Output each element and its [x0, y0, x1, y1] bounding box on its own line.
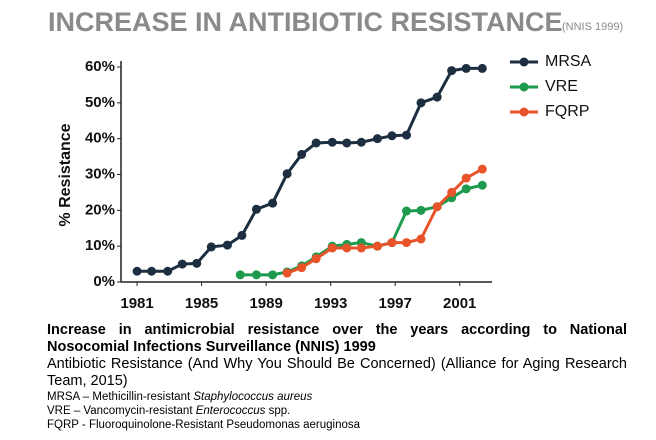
legend-label: MRSA: [545, 53, 592, 70]
chart: INCREASE IN ANTIBIOTIC RESISTANCE (NNIS …: [48, 7, 623, 312]
data-point: [297, 263, 307, 273]
data-point: [401, 130, 411, 140]
data-point: [251, 204, 261, 214]
data-point: [477, 164, 487, 174]
data-point: [432, 202, 442, 212]
data-point: [416, 205, 426, 215]
data-point: [416, 234, 426, 244]
chart-subtitle: (NNIS 1999): [562, 21, 623, 33]
data-point: [327, 243, 337, 253]
data-point: [342, 243, 352, 253]
data-point: [461, 184, 471, 194]
data-point: [372, 241, 382, 251]
x-tick-label: 1989: [249, 295, 282, 312]
series-line: [137, 66, 483, 273]
note-italic: Staphylococcus aureus: [193, 391, 313, 403]
y-tick-label: 30%: [85, 165, 115, 182]
chart-title: INCREASE IN ANTIBIOTIC RESISTANCE: [48, 7, 563, 37]
note-text: VRE – Vancomycin-resistant: [47, 405, 196, 417]
note-italic: Enterococcus: [195, 405, 266, 417]
data-point: [235, 270, 245, 280]
y-tick-label: 40%: [85, 130, 115, 147]
data-point: [251, 270, 261, 280]
x-tick-label: 1993: [314, 295, 347, 312]
data-point: [327, 137, 337, 147]
y-tick-label: 10%: [85, 237, 115, 254]
x-tick-label: 1981: [120, 295, 153, 312]
data-point: [401, 238, 411, 248]
data-point: [447, 66, 457, 76]
legend-marker: [519, 107, 529, 117]
data-point: [237, 230, 247, 240]
y-axis-label: % Resistance: [57, 123, 74, 226]
data-point: [192, 258, 202, 268]
data-point: [177, 259, 187, 269]
note-text: FQRP - Fluoroquinolone-Resistant Pseudom…: [47, 419, 361, 431]
data-point: [416, 98, 426, 108]
y-tick-label: 60%: [85, 58, 115, 75]
data-point: [387, 131, 397, 141]
note: VRE – Vancomycin-resistant Enterococcus …: [47, 404, 627, 418]
caption: Increase in antimicrobial resistance ove…: [47, 322, 627, 432]
data-point: [387, 238, 397, 248]
data-point: [311, 254, 321, 264]
data-point: [477, 180, 487, 190]
data-point: [206, 242, 216, 252]
y-tick-label: 20%: [85, 201, 115, 218]
data-point: [147, 266, 157, 276]
legend-label: VRE: [545, 78, 578, 95]
data-point: [432, 92, 442, 102]
data-point: [342, 138, 352, 148]
caption-title: Increase in antimicrobial resistance ove…: [47, 322, 627, 355]
x-tick-label: 1997: [379, 295, 412, 312]
data-point: [222, 240, 232, 250]
x-tick-label: 1985: [185, 295, 218, 312]
data-point: [132, 266, 142, 276]
data-point: [461, 173, 471, 183]
data-point: [268, 198, 278, 208]
data-point: [461, 63, 471, 73]
caption-source: Antibiotic Resistance (And Why You Shoul…: [47, 356, 627, 389]
data-point: [163, 266, 173, 276]
data-point: [311, 138, 321, 148]
note: FQRP - Fluoroquinolone-Resistant Pseudom…: [47, 418, 627, 432]
data-point: [447, 187, 457, 197]
note-text: MRSA – Methicillin-resistant: [47, 391, 194, 403]
data-point: [372, 134, 382, 144]
note-text: spp.: [265, 405, 291, 417]
data-point: [356, 243, 366, 253]
data-point: [356, 137, 366, 147]
data-point: [477, 63, 487, 73]
note: MRSA – Methicillin-resistant Staphylococ…: [47, 390, 627, 404]
data-point: [297, 149, 307, 159]
data-point: [268, 270, 278, 280]
legend-marker: [519, 57, 529, 67]
data-point: [282, 268, 292, 278]
y-tick-label: 0%: [93, 273, 115, 290]
y-tick-label: 50%: [85, 94, 115, 111]
data-point: [282, 169, 292, 179]
data-point: [401, 206, 411, 216]
legend-marker: [519, 82, 529, 92]
x-tick-label: 2001: [443, 295, 476, 312]
legend-label: FQRP: [545, 103, 589, 120]
